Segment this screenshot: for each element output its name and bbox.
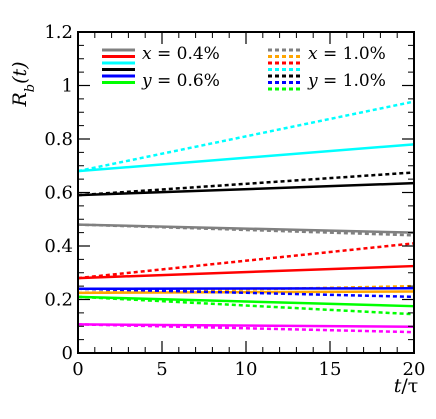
legend-right-header: x = 1.0%: [308, 44, 386, 64]
x-tick-label: 15: [319, 359, 342, 380]
series-line-12: [77, 295, 415, 308]
y-axis-label: Rb(t): [9, 61, 38, 107]
series-line-7: [77, 242, 415, 280]
series-line-11: [77, 287, 415, 299]
series-line-6: [77, 264, 415, 280]
y-tick-label: 0.4: [44, 236, 73, 257]
x-tick-label: 20: [403, 359, 426, 380]
y-tick-label: 0: [62, 343, 73, 364]
x-tick-label: 5: [156, 359, 167, 380]
legend-right-footer: y = 1.0%: [307, 71, 386, 91]
ticks-layer: 0 5 10 15 20 0 0.2 0.4 0.6 0.8 1 1.2: [44, 22, 425, 380]
series-line-13: [77, 295, 415, 316]
series-line-10: [77, 287, 415, 291]
y-tick-label: 0.8: [44, 129, 73, 150]
legend-left-header: x = 0.4%: [142, 44, 220, 64]
y-tick-label: 0.2: [44, 290, 73, 311]
series-line-14: [77, 323, 415, 329]
y-tick-label: 1: [62, 76, 73, 97]
series-layer: [77, 100, 415, 334]
series-line-5: [77, 223, 415, 237]
x-axis-label: t/τ: [394, 375, 419, 397]
series-line-3: [77, 171, 415, 197]
series-line-15: [77, 323, 415, 334]
y-tick-label: 1.2: [44, 22, 73, 43]
series-line-1: [77, 100, 415, 173]
x-tick-label: 10: [235, 359, 258, 380]
legend: x = 0.4% y = 0.6% x = 1.0% y = 1.0%: [102, 44, 386, 91]
legend-left-footer: y = 0.6%: [141, 71, 220, 91]
series-line-2: [77, 181, 415, 197]
x-tick-label: 0: [72, 359, 83, 380]
y-tick-label: 0.6: [44, 183, 73, 204]
series-line-0: [77, 143, 415, 173]
